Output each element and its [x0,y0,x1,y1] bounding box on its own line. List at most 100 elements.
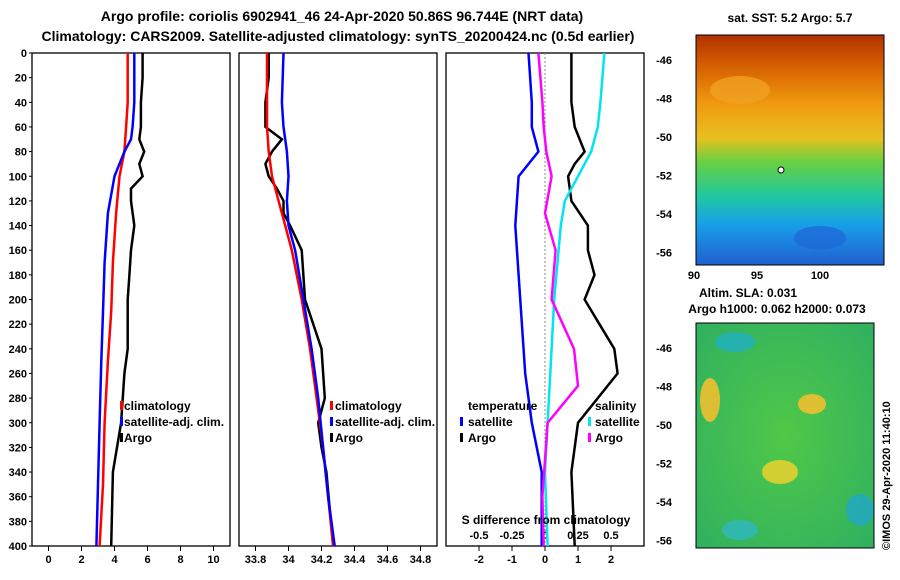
argo-location-marker [777,166,785,174]
depth-tick-label: 340 [9,467,27,479]
series-climatology [265,53,335,547]
temperature-panel-frame [31,52,231,547]
legend-swatch-argo [120,433,123,442]
x-tick-label: 34.2 [311,554,332,566]
depth-tick-label: 200 [9,295,27,307]
legend-label-argo: Argo [124,431,152,445]
series-temperature-satellite [514,52,543,546]
depth-tick-label: 300 [9,418,27,430]
sla-high-patch [700,378,720,422]
series-satellite-adj-clim- [95,53,136,547]
legend-label-sal-satellite: satellite [595,415,640,429]
sla-lat-tick-label: -48 [656,382,672,394]
sla-map-title-1: Altim. SLA: 0.031 [699,286,797,300]
series-satellite-adj-clim- [280,52,336,547]
depth-tick-label: 320 [9,442,27,454]
x-tick-label: 1 [575,554,581,566]
sst-cool-patch [794,226,846,250]
depth-tick-label: 260 [9,368,27,380]
depth-tick-label: 240 [9,344,27,356]
legend-swatch-climatology [120,401,123,410]
depth-tick-label: 220 [9,319,27,331]
sla-lat-tick-label: -54 [656,497,673,509]
sla-field [696,323,874,548]
legend-label-sal-argo: Argo [595,431,623,445]
x-tick-label: 0 [45,554,51,566]
temperature-legend: climatology satellite-adj. clim. Argo [120,399,224,445]
sla-map-frame [695,322,875,549]
series-climatology [98,53,129,547]
sla-lat-tick-label: -50 [656,420,672,432]
sst-lat-tick-label: -46 [656,55,672,67]
imos-credit: ©IMOS 29-Apr-2020 11:40:10 [881,401,893,550]
legend-swatch-sal-argo [588,433,591,442]
salinity-x-tick-label: -0.5 [470,530,489,542]
x-tick-label: 33.8 [245,554,266,566]
sla-low-patch [715,332,755,352]
x-tick-label: 4 [111,554,118,566]
sla-high-patch [798,394,826,414]
x-tick-label: 8 [177,554,183,566]
series-argo [109,53,146,547]
sla-lat-tick-label: -46 [656,343,672,355]
legend-swatch-climatology [330,401,333,410]
title-line-2: Climatology: CARS2009. Satellite-adjuste… [42,28,635,44]
legend-label-argo: Argo [335,431,363,445]
legend-swatch-sal-satellite [588,417,591,426]
sst-lat-tick-label: -48 [656,94,672,106]
series-salinity-argo [537,52,580,547]
sst-lat-tick-label: -54 [656,209,673,221]
sla-map-title-2: Argo h1000: 0.062 h2000: 0.073 [688,302,866,316]
sst-lon-tick-label: 90 [688,270,700,282]
sst-warm-patch [710,76,770,104]
salinity-x-tick-label: 0.5 [603,530,618,542]
difference-xlabel: S difference from climatology [462,513,631,527]
sla-lat-tick-label: -56 [656,536,672,548]
legend-swatch-temp-argo [460,433,463,442]
depth-tick-label: 280 [9,393,27,405]
x-tick-label: -1 [507,554,517,566]
depth-tick-label: 120 [9,196,27,208]
depth-tick-label: 0 [21,48,27,60]
sst-map-title: sat. SST: 5.2 Argo: 5.7 [728,11,853,25]
x-tick-label: 34.6 [377,554,398,566]
x-tick-label: -2 [474,554,484,566]
legend-label-climatology: climatology [335,399,402,413]
depth-tick-label: 80 [15,147,27,159]
legend-swatch-satellite [330,417,333,426]
x-tick-label: 6 [144,554,150,566]
legend-swatch-argo [330,433,333,442]
sla-low-patch [722,520,758,540]
legend-label-temp-argo: Argo [468,431,496,445]
x-tick-label: 34.8 [410,554,431,566]
legend-label-satellite: satellite-adj. clim. [335,415,435,429]
depth-tick-label: 380 [9,516,27,528]
difference-salinity-legend: salinity satellite Argo [588,399,640,445]
legend-label-satellite: satellite-adj. clim. [124,415,224,429]
depth-tick-label: 100 [9,171,27,183]
title-line-1: Argo profile: coriolis 6902941_46 24-Apr… [101,8,583,24]
series-temperature-argo [566,53,619,547]
salinity-x-tick-label: 0 [542,530,548,542]
depth-tick-label: 20 [15,73,27,85]
x-tick-label: 0 [542,554,548,566]
sst-lat-tick-label: -50 [656,132,672,144]
depth-tick-label: 160 [9,245,27,257]
sst-map [695,34,885,266]
sst-map-frame [695,34,885,266]
sst-lon-tick-label: 100 [811,270,829,282]
x-tick-label: 2 [608,554,614,566]
sst-lon-tick-label: 95 [751,270,763,282]
legend-swatch-temp-satellite [460,417,463,426]
legend-label-temp-satellite: satellite [468,415,513,429]
sst-lat-tick-label: -52 [656,171,672,183]
depth-tick-label: 40 [15,97,27,109]
sla-low-patch [846,494,874,526]
depth-tick-label: 140 [9,221,27,233]
sst-field [696,35,884,265]
sla-high-patch [762,460,798,484]
depth-tick-label: 180 [9,270,27,282]
x-tick-label: 2 [78,554,84,566]
salinity-x-tick-label: 0.25 [567,530,588,542]
